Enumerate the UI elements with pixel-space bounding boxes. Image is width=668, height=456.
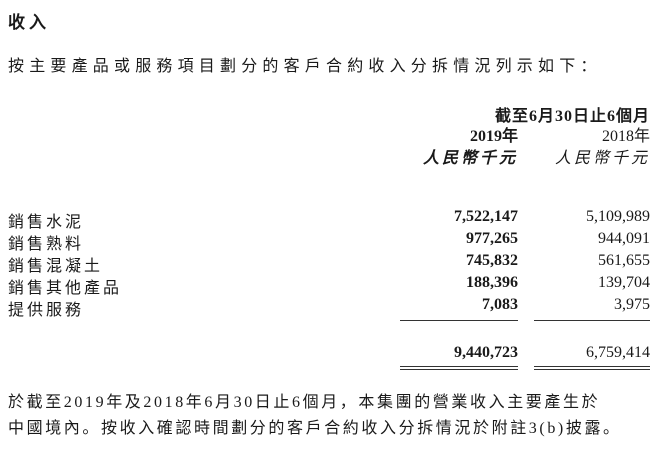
row-value-2018: 561,655	[598, 252, 650, 269]
row-label: 銷售熟料	[8, 236, 85, 253]
footnote-line-1: 於截至2019年及2018年6月30日止6個月，本集團的營業收入主要產生於	[8, 394, 601, 411]
row-value-2018: 139,704	[598, 274, 650, 291]
total-double-line-2019-a	[400, 366, 518, 367]
subtotal-line-2018	[534, 320, 650, 321]
row-value-2019: 188,396	[466, 274, 518, 291]
year-2018-header: 2018年	[601, 128, 650, 145]
total-double-line-2018-b	[534, 369, 650, 370]
row-value-2019: 7,083	[482, 296, 518, 313]
total-2019: 9,440,723	[454, 344, 518, 361]
total-double-line-2018-a	[534, 366, 650, 367]
subtotal-line-2019	[400, 320, 518, 321]
section-title: 收入	[8, 13, 50, 32]
row-label: 銷售其他產品	[8, 280, 123, 297]
unit-2019-header: 人民幣千元	[422, 150, 518, 167]
intro-text: 按主要產品或服務項目劃分的客戶合約收入分拆情況列示如下：	[8, 58, 602, 75]
row-label: 提供服務	[8, 302, 85, 319]
row-value-2018: 944,091	[598, 230, 650, 247]
row-value-2019: 977,265	[466, 230, 518, 247]
footnote-line-2: 中國境內。按收入確認時間劃分的客戶合約收入分拆情況於附註3(b)披露。	[8, 420, 622, 437]
row-value-2018: 3,975	[614, 296, 650, 313]
total-2018: 6,759,414	[586, 344, 650, 361]
row-value-2019: 745,832	[466, 252, 518, 269]
period-header: 截至6月30日止6個月	[494, 108, 650, 125]
total-double-line-2019-b	[400, 369, 518, 370]
unit-2018-header: 人民幣千元	[554, 150, 650, 167]
row-value-2018: 5,109,989	[586, 208, 650, 225]
year-2019-header: 2019年	[469, 128, 518, 145]
row-label: 銷售水泥	[8, 214, 85, 231]
row-label: 銷售混凝土	[8, 258, 104, 275]
row-value-2019: 7,522,147	[454, 208, 518, 225]
